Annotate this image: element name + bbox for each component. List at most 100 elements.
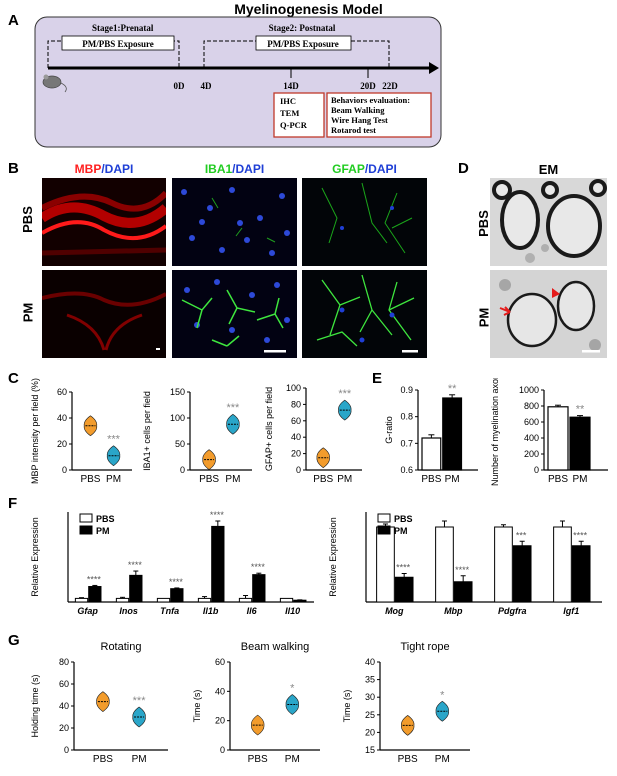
y-tick-label: 60: [291, 416, 301, 426]
y-tick-label: 150: [170, 387, 185, 397]
legend-label-PM: PM: [96, 526, 110, 536]
x-tick-label: PM: [106, 474, 121, 485]
chart-rotating: 0 20 40 60 80 Holding time (s) Rotating PBS PM **…: [30, 641, 168, 765]
y-axis-label: Holding time (s): [30, 674, 40, 737]
x-tick-label: PM: [285, 754, 300, 765]
stage1-label: Stage1:Prenatal: [92, 23, 154, 33]
y-tick-label: 800: [524, 401, 539, 411]
panel-letter-b: B: [8, 160, 19, 177]
y-tick-label: 0: [64, 745, 69, 755]
x-tick-label: Il1b: [203, 606, 219, 616]
em-image-pbs: [490, 178, 607, 266]
y-tick-label: 80: [59, 657, 69, 667]
significance: **: [448, 383, 457, 395]
x-tick-label: Igf1: [563, 606, 579, 616]
y-tick-label: 0: [296, 465, 301, 475]
bar-PM: [442, 397, 463, 471]
exposure2-label: PM/PBS Exposure: [267, 39, 339, 49]
bar-PM-Il10: [293, 599, 307, 603]
x-tick-label: PM: [445, 474, 460, 485]
y-tick-label: 0: [180, 465, 185, 475]
y-axis-label: IBA1+ cells per field: [142, 391, 152, 471]
y-axis-label: Relative Expression: [30, 517, 40, 597]
chart-gfap-cells: 0 20 40 60 80 100 GFAP+ cells per field PBS PM **…: [264, 383, 362, 485]
bar-PM-Mbp: [453, 581, 473, 603]
y-tick-label: 20: [57, 439, 67, 449]
chart-myelin-genes: Relative Expression **** Mog **** Mbp *** Pdgf…: [328, 512, 602, 616]
panel-letter-f: F: [8, 495, 18, 512]
exposure1-box: [61, 35, 175, 51]
y-tick-label: 0: [534, 465, 539, 475]
x-tick-label: PM: [573, 474, 588, 485]
row-label-pm-d: PM: [476, 307, 492, 328]
bar-PBS: [547, 406, 569, 471]
x-tick-label: PBS: [93, 754, 113, 765]
significance: ****: [128, 560, 143, 570]
chart-inflammatory-genes: Relative Expression **** Gfap **** Inos **** T…: [30, 510, 314, 616]
y-axis-label: Time (s): [342, 690, 352, 723]
assay-qpcr: Q-PCR: [280, 120, 308, 130]
em-arrow-1: [499, 306, 511, 316]
x-tick-label: PM: [435, 754, 450, 765]
behavior-rotarod: Rotarod test: [331, 125, 376, 135]
y-tick-label: 0: [62, 465, 67, 475]
y-tick-label: 30: [365, 692, 375, 702]
significance: ****: [396, 563, 411, 573]
chart-title: Beam walking: [241, 641, 309, 653]
bar-PBS-Il10: [279, 597, 294, 603]
significance: ****: [251, 562, 266, 572]
y-tick-label: 400: [524, 433, 539, 443]
significance: ****: [455, 565, 470, 575]
y-tick-label: 40: [365, 657, 375, 667]
panel-letter-e: E: [372, 370, 383, 387]
significance: ****: [210, 510, 225, 520]
chart-beam-walking: 0 20 40 60 Time (s) Beam walking PBS PM *: [192, 641, 320, 765]
x-tick-label: Il6: [247, 606, 258, 616]
y-tick-label: 40: [215, 686, 225, 696]
y-tick-label: 40: [291, 432, 301, 442]
x-tick-label: Inos: [119, 606, 138, 616]
significance: ***: [133, 695, 147, 707]
significance: ***: [516, 530, 527, 540]
y-axis-label: G-ratio: [384, 416, 394, 444]
x-tick-label: PM: [132, 754, 147, 765]
y-tick-label: 50: [175, 439, 185, 449]
x-tick-label: PM: [337, 474, 352, 485]
significance: **: [576, 404, 585, 416]
y-axis-label: Relative Expression: [328, 517, 338, 597]
bar-PBS-Mbp: [435, 526, 454, 603]
mouse-icon: [42, 74, 67, 93]
y-tick-label: 20: [215, 716, 225, 726]
bar-PBS-Mog: [376, 526, 395, 603]
panel-letter-c: C: [8, 370, 19, 387]
chart-g-ratio: 0.6 0.7 0.8 0.9 G-ratio PBS PM **: [384, 383, 478, 485]
legend-swatch-PM: [79, 525, 93, 535]
panel-letter-g: G: [8, 632, 20, 649]
y-tick-label: 15: [365, 745, 375, 755]
stain-title-mbp: MBP/DAPI: [74, 162, 134, 176]
significance: ***: [107, 434, 121, 446]
y-tick-label: 100: [170, 413, 185, 423]
significance: ****: [87, 574, 102, 584]
y-tick-label: 0: [220, 745, 225, 755]
bar-PM-Igf1: [571, 545, 591, 603]
y-tick-label: 200: [524, 449, 539, 459]
day-22: 22D: [382, 81, 398, 91]
chart-tight-rope: 15 20 25 30 35 40 Time (s) Tight rope PBS PM *: [342, 641, 470, 765]
x-tick-label: PBS: [421, 474, 441, 485]
chart-title: Tight rope: [400, 641, 449, 653]
y-tick-label: 20: [365, 727, 375, 737]
legend-label-PBS: PBS: [96, 514, 115, 524]
stage2-bracket: [203, 40, 390, 68]
bar-PBS-Tnfa: [156, 597, 171, 603]
micrograph-mbp-pm: [42, 270, 166, 358]
y-axis-label: GFAP+ cells per field: [264, 387, 274, 471]
legend-swatch-PM: [377, 525, 391, 535]
x-tick-label: Mog: [385, 606, 404, 616]
violin-PBS: [96, 691, 110, 712]
day-20: 20D: [360, 81, 376, 91]
timeline-arrowhead: [429, 62, 439, 74]
figure-title: Myelinogenesis Model: [234, 1, 383, 17]
significance: *: [290, 683, 295, 695]
y-axis-label: Time (s): [192, 690, 202, 723]
